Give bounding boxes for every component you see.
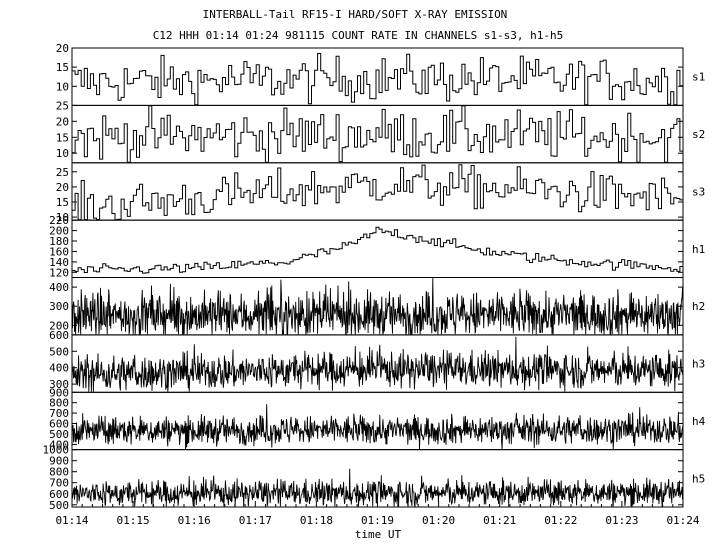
y-tick-label-s3: 10: [56, 211, 69, 224]
series-line-h1: [72, 226, 684, 274]
y-tick-label-h1: 140: [49, 256, 69, 269]
y-tick-label-h4: 900: [49, 386, 69, 399]
x-axis-label: time UT: [355, 528, 402, 541]
panel-label-s2: s2: [692, 128, 705, 141]
panel-label-s1: s1: [692, 71, 705, 84]
y-tick-label-s3: 20: [56, 181, 69, 194]
panel-label-h4: h4: [692, 415, 706, 428]
y-tick-label-h3: 300: [49, 378, 69, 391]
panel-label-h1: h1: [692, 243, 705, 256]
y-tick-label-h3: 600: [49, 329, 69, 342]
x-tick-label: 01:17: [239, 514, 272, 527]
series-line-s1: [72, 53, 684, 106]
y-tick-label-h5: 500: [49, 499, 69, 512]
series-line-s2: [72, 105, 684, 163]
y-tick-label-s2: 15: [56, 131, 69, 144]
panel-group: 10 15 20 s1 10 15 20 25 s2 10 15 20 25 s3 120140160180…: [43, 42, 706, 512]
y-tick-label-h2: 300: [49, 300, 69, 313]
y-tick-label-s3: 25: [56, 166, 69, 179]
x-tick-label: 01:21: [483, 514, 516, 527]
panel-label-h5: h5: [692, 472, 705, 485]
y-tick-label-h5: 700: [49, 477, 69, 490]
x-tick-label: 01:14: [55, 514, 88, 527]
panel-label-h2: h2: [692, 300, 705, 313]
panel-label-s3: s3: [692, 185, 705, 198]
y-tick-label-h4: 800: [49, 397, 69, 410]
chart-subtitle: C12 HHH 01:14 01:24 981115 COUNT RATE IN…: [153, 29, 564, 42]
y-tick-label-h1: 200: [49, 225, 69, 238]
x-axis: 01:14 01:15 01:16 01:17 01:18 01:19 01:20 01:21…: [55, 501, 700, 527]
y-tick-label-s1: 10: [56, 80, 69, 93]
series-line-h4: [71, 404, 684, 450]
y-tick-label-s2: 10: [56, 147, 69, 160]
y-tick-label-h1: 220: [49, 214, 69, 227]
x-tick-label: 01:19: [361, 514, 394, 527]
series-line-h5: [71, 468, 684, 508]
series-line-h3: [71, 336, 684, 392]
y-tick-label-h1: 120: [49, 266, 69, 279]
x-tick-label: 01:23: [605, 514, 638, 527]
y-tick-label-h2: 200: [49, 319, 69, 332]
chart-title: INTERBALL-Tail RF15-I HARD/SOFT X-RAY EM…: [203, 8, 508, 21]
y-tick-label-h5: 800: [49, 466, 69, 479]
x-tick-label: 01:22: [544, 514, 577, 527]
series-line-s3: [72, 164, 684, 221]
y-tick-label-h3: 500: [49, 345, 69, 358]
y-tick-label-h1: 180: [49, 235, 69, 248]
panel-s2: 10 15 20 25 s2: [56, 99, 705, 164]
y-tick-label-h4: 700: [49, 407, 69, 420]
y-tick-label-h1: 160: [49, 245, 69, 258]
panel-label-h3: h3: [692, 358, 705, 371]
panel-h2: 200 300 400 h2: [49, 277, 705, 336]
y-tick-label-h5: 1000: [43, 444, 70, 457]
x-tick-label: 01:20: [422, 514, 455, 527]
y-tick-label-h5: 600: [49, 488, 69, 501]
y-tick-label-h2: 400: [49, 281, 69, 294]
y-tick-label-s3: 15: [56, 196, 69, 209]
y-tick-label-s2: 20: [56, 115, 69, 128]
y-tick-label-s1: 20: [56, 42, 69, 55]
series-line-h2: [71, 278, 684, 336]
y-tick-label-h4: 500: [49, 428, 69, 441]
y-tick-label-h4: 400: [49, 438, 69, 451]
x-tick-label: 01:24: [666, 514, 699, 527]
x-tick-label: 01:15: [117, 514, 150, 527]
x-tick-label: 01:18: [300, 514, 333, 527]
y-tick-label-h5: 900: [49, 455, 69, 468]
y-tick-label-s1: 15: [56, 61, 69, 74]
y-tick-label-h4: 600: [49, 418, 69, 431]
x-tick-label: 01:16: [178, 514, 211, 527]
panel-s3: 10 15 20 25 s3: [56, 162, 705, 224]
y-tick-label-s2: 25: [56, 99, 69, 112]
y-tick-label-h3: 400: [49, 362, 69, 375]
